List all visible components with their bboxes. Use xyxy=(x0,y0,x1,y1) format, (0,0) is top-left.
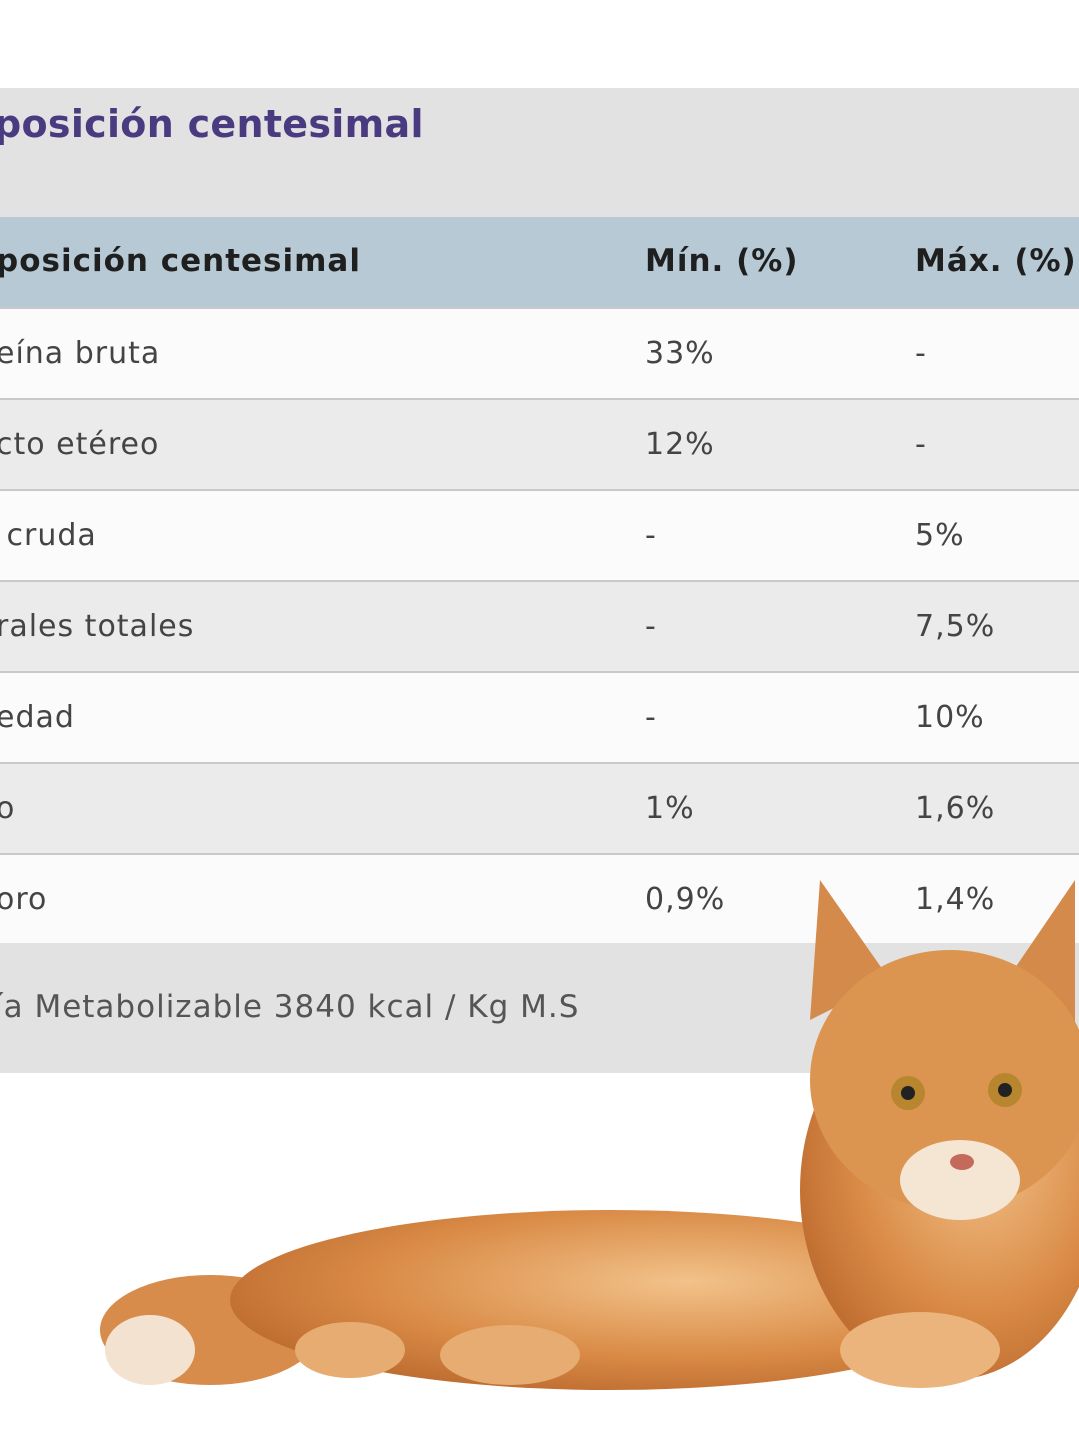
cell-min: - xyxy=(645,609,657,644)
table-row: rales totales - 7,5% xyxy=(0,582,1079,673)
header-max: Máx. (%) xyxy=(915,243,1077,279)
cell-min: 12% xyxy=(645,427,715,462)
cat-photo xyxy=(100,880,1079,1390)
cat-tail-tip xyxy=(105,1315,195,1385)
table-row: edad - 10% xyxy=(0,673,1079,764)
cell-min: 1% xyxy=(645,791,695,826)
table-row: o 1% 1,6% xyxy=(0,764,1079,855)
header-component: posición centesimal xyxy=(0,243,361,279)
cell-max: 7,5% xyxy=(915,609,996,644)
composition-table: posición centesimal Mín. (%) Máx. (%) eí… xyxy=(0,217,1079,946)
section-title: posición centesimal xyxy=(0,102,424,146)
cell-component: eína bruta xyxy=(0,336,161,371)
cell-component: cruda xyxy=(0,518,97,553)
table-row: eína bruta 33% - xyxy=(0,309,1079,400)
cell-max: - xyxy=(915,427,927,462)
cell-min: - xyxy=(645,700,657,735)
cell-max: 1,4% xyxy=(915,882,996,917)
table-header-row: posición centesimal Mín. (%) Máx. (%) xyxy=(0,217,1079,309)
cell-max: - xyxy=(915,336,927,371)
cell-component: edad xyxy=(0,700,75,735)
table-row: cto etéreo 12% - xyxy=(0,400,1079,491)
cat-body xyxy=(230,1210,990,1390)
cell-component: rales totales xyxy=(0,609,195,644)
cell-min: 33% xyxy=(645,336,715,371)
header-min: Mín. (%) xyxy=(645,243,799,279)
cell-component: oro xyxy=(0,882,48,917)
cat-pupil-left xyxy=(901,1086,915,1100)
cat-paw-front xyxy=(840,1312,1000,1388)
cat-paw-back xyxy=(440,1325,580,1385)
cat-nose xyxy=(950,1154,974,1170)
cell-max: 10% xyxy=(915,700,985,735)
cell-component: o xyxy=(0,791,16,826)
cell-min: 0,9% xyxy=(645,882,726,917)
cat-pupil-right xyxy=(998,1083,1012,1097)
cell-max: 1,6% xyxy=(915,791,996,826)
cell-component: cto etéreo xyxy=(0,427,160,462)
table-row: cruda - 5% xyxy=(0,491,1079,582)
table-row: oro 0,9% 1,4% xyxy=(0,855,1079,946)
cat-paw-rear xyxy=(295,1322,405,1378)
cat-head xyxy=(810,950,1079,1210)
energy-note: ía Metabolizable 3840 kcal / Kg M.S xyxy=(0,989,580,1025)
section-title-band: posición centesimal xyxy=(0,88,1079,217)
cat-muzzle xyxy=(900,1140,1020,1220)
cell-min: - xyxy=(645,518,657,553)
cell-max: 5% xyxy=(915,518,965,553)
